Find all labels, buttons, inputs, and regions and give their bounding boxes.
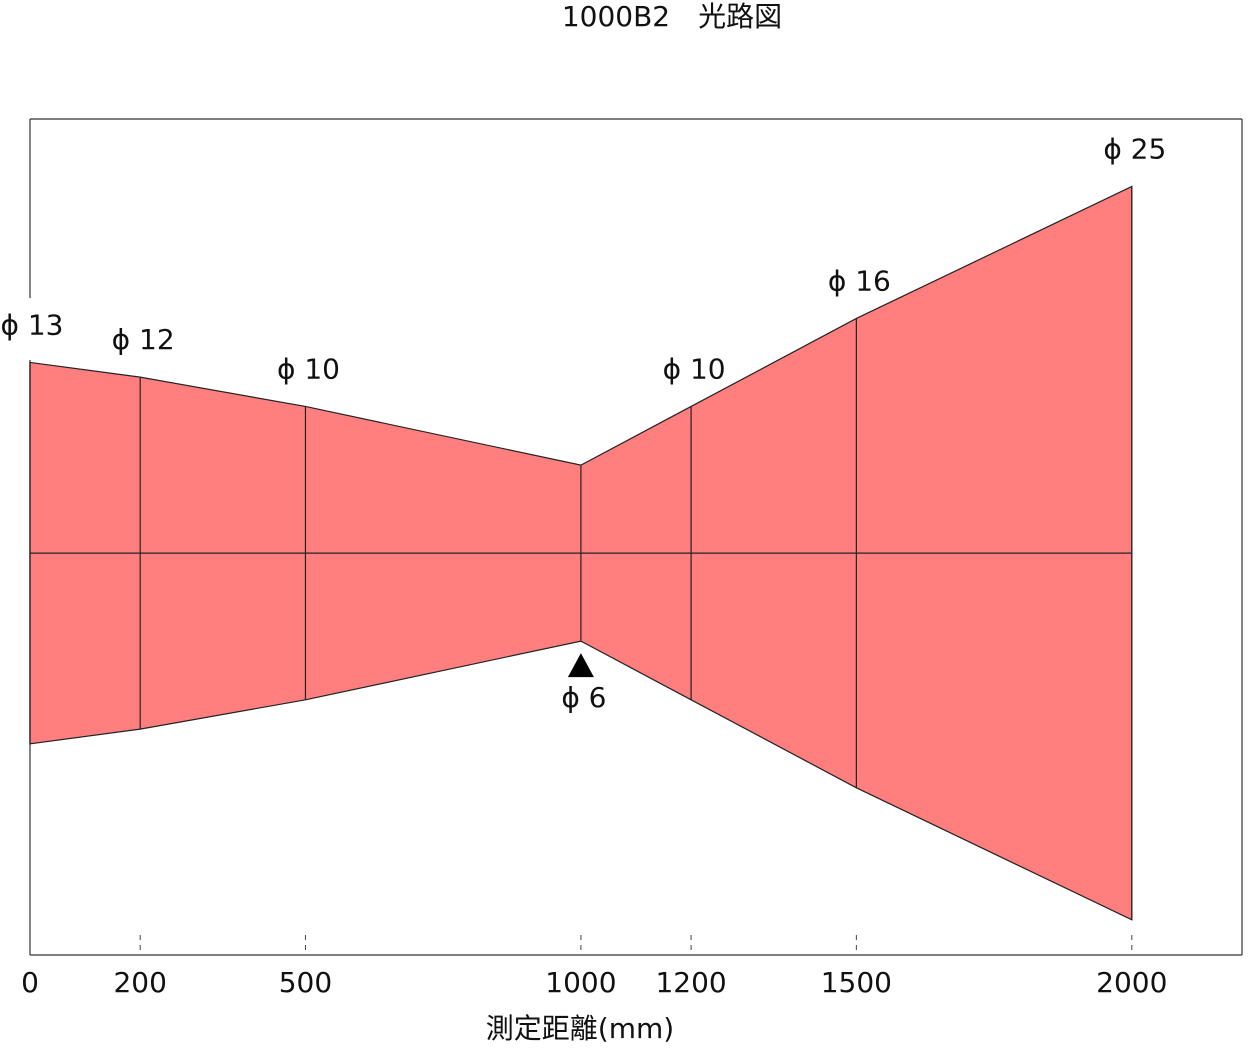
waist-marker <box>567 653 594 678</box>
data-label: ϕ 10 <box>663 352 726 385</box>
x-tick-label: 1000 <box>545 966 616 999</box>
chart-title: 1000B2 光路図 <box>562 0 782 33</box>
data-label: ϕ 10 <box>277 352 340 385</box>
x-tick-label: 1200 <box>655 966 726 999</box>
x-tick-label: 500 <box>279 966 332 999</box>
x-tick-label: 200 <box>113 966 166 999</box>
x-tick-label: 1500 <box>821 966 892 999</box>
x-tick-label: 2000 <box>1096 966 1167 999</box>
data-label: ϕ 6 <box>561 681 606 714</box>
x-axis-label: 測定距離(mm) <box>486 1012 674 1045</box>
data-label: ϕ 25 <box>1103 132 1166 165</box>
data-label: ϕ 13 <box>1 308 64 341</box>
data-label: ϕ 16 <box>828 264 891 297</box>
data-label: ϕ 12 <box>112 323 175 356</box>
x-tick-label: 0 <box>21 966 39 999</box>
